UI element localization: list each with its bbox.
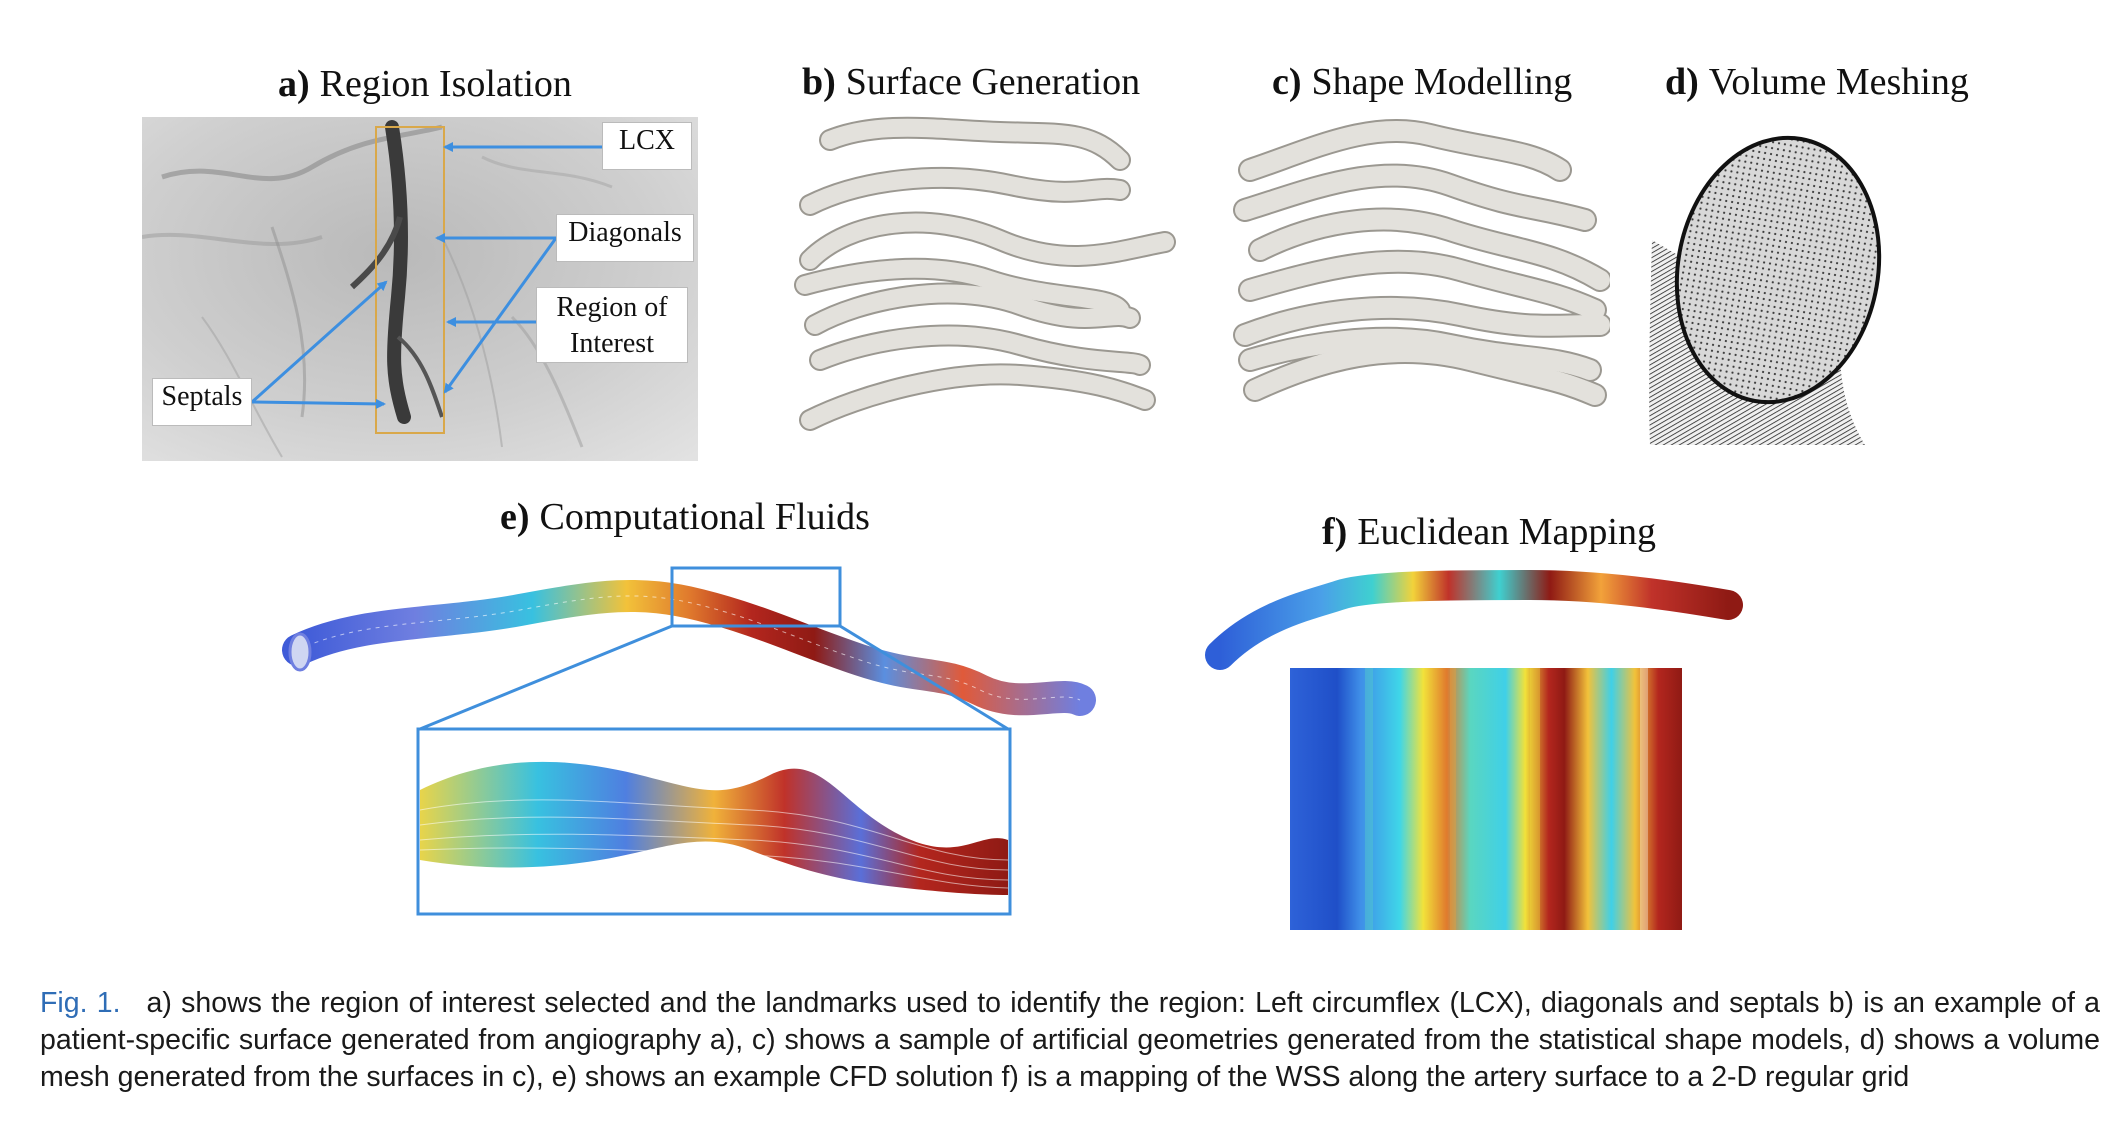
- panel-f-letter: f): [1322, 511, 1348, 553]
- panel-b-letter: b): [802, 61, 836, 103]
- caption-text: a) shows the region of interest selected…: [40, 987, 2100, 1093]
- panel-a-letter: a): [278, 63, 310, 105]
- callout-region-of-interest: Region of Interest: [536, 287, 688, 363]
- panel-c-title-text: Shape Modelling: [1311, 61, 1573, 103]
- panel-a-title: a) Region Isolation: [278, 62, 572, 106]
- panel-d-title: d) Volume Meshing: [1665, 60, 1969, 104]
- panel-f-title-text: Euclidean Mapping: [1357, 511, 1656, 553]
- panel-b-title: b) Surface Generation: [802, 60, 1140, 104]
- panel-e-title-text: Computational Fluids: [539, 496, 870, 538]
- panel-c-title: c) Shape Modelling: [1272, 60, 1572, 104]
- panel-f-title: f) Euclidean Mapping: [1322, 510, 1656, 554]
- panel-c-letter: c): [1272, 61, 1302, 103]
- panel-a-title-text: Region Isolation: [319, 63, 572, 105]
- callout-septals: Septals: [152, 378, 252, 426]
- cfd-solution: [282, 566, 1096, 916]
- panel-e-letter: e): [500, 496, 530, 538]
- panel-b-title-text: Surface Generation: [845, 61, 1141, 103]
- caption-label: Fig. 1.: [40, 987, 121, 1019]
- panel-e-title: e) Computational Fluids: [500, 495, 870, 539]
- figure-caption: Fig. 1. a) shows the region of interest s…: [40, 985, 2100, 1096]
- callout-lcx: LCX: [602, 122, 692, 170]
- callout-septals-label: Septals: [161, 381, 243, 412]
- surface-generation-vessels: [794, 116, 1176, 431]
- shape-modelling-vessels: [1233, 119, 1610, 407]
- callout-lcx-label: LCX: [619, 125, 675, 156]
- callout-diagonals: Diagonals: [556, 214, 694, 262]
- callout-roi-line1: Region of: [556, 292, 668, 323]
- panel-d-title-text: Volume Meshing: [1708, 61, 1969, 103]
- euclidean-mapping: [1205, 569, 1743, 930]
- callout-diagonals-label: Diagonals: [568, 217, 682, 248]
- panel-d-letter: d): [1665, 61, 1699, 103]
- callout-roi-line2: Interest: [570, 328, 654, 359]
- volume-mesh: [1649, 135, 1882, 445]
